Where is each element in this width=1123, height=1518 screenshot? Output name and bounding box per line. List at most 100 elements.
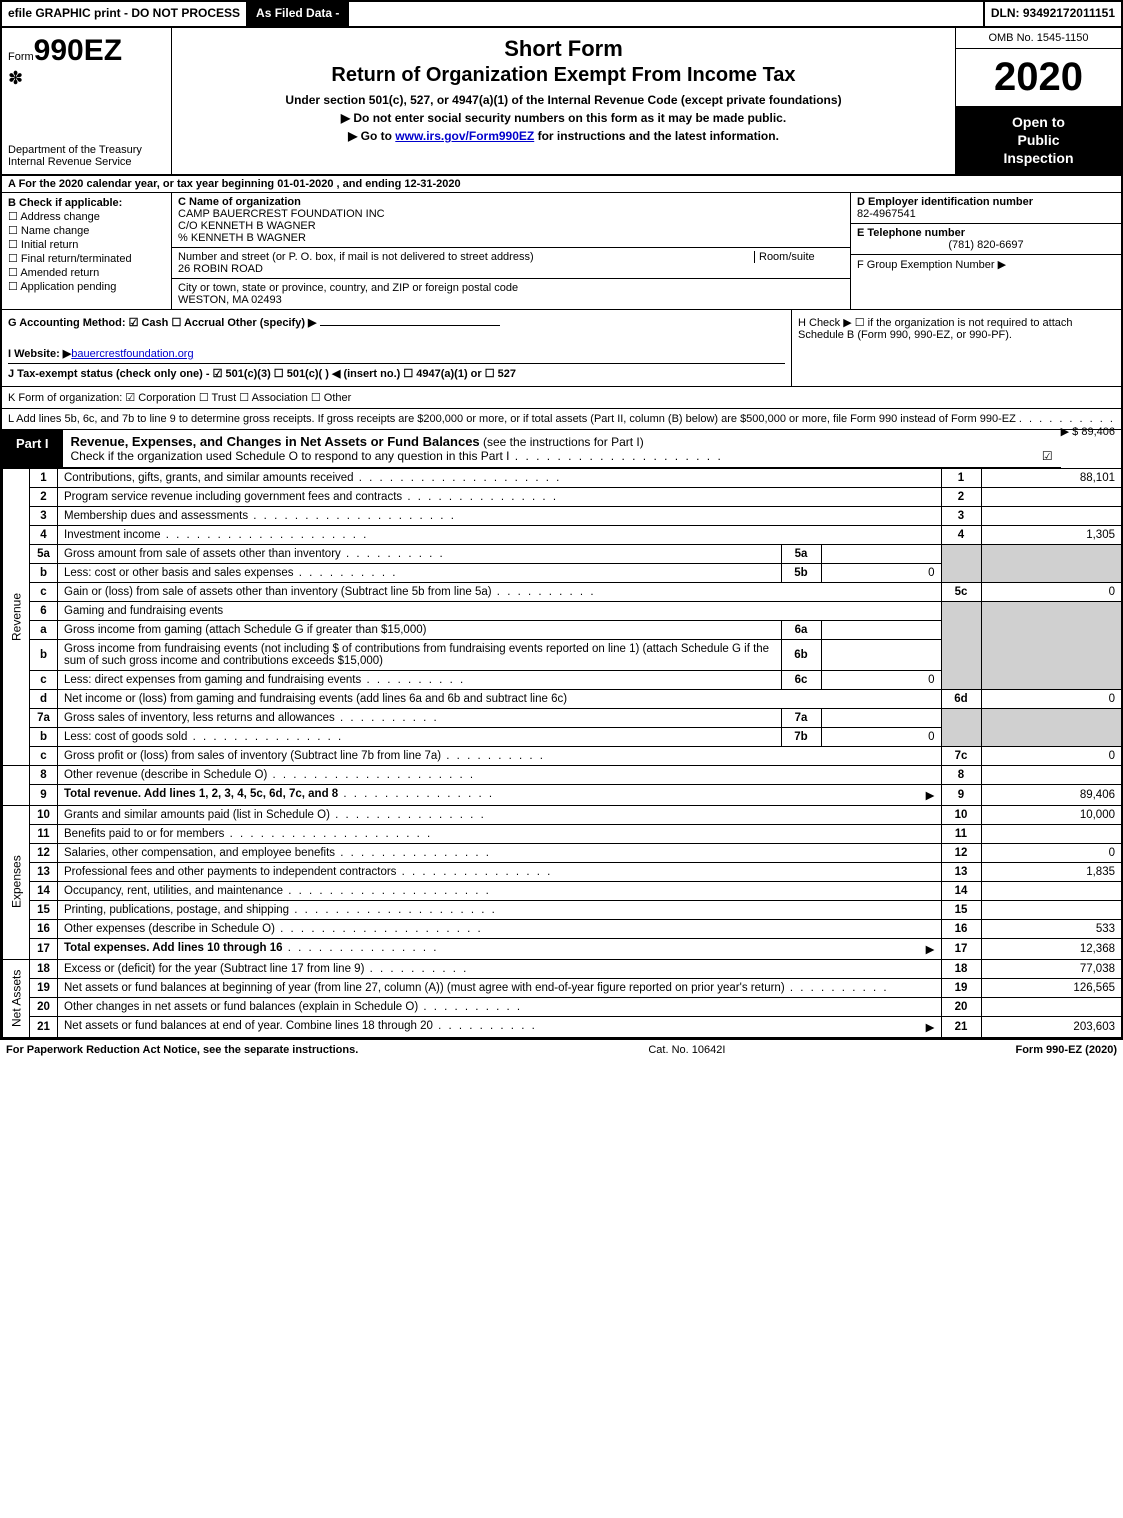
cell-ein: D Employer identification number 82-4967… <box>851 193 1121 224</box>
open-public-badge: Open to Public Inspection <box>956 107 1121 174</box>
row-3: 3 Membership dues and assessments 3 <box>3 506 1122 525</box>
open-line3: Inspection <box>960 149 1117 167</box>
part1-check[interactable]: ☑ <box>1042 449 1053 463</box>
footer-right: Form 990-EZ (2020) <box>1015 1044 1117 1056</box>
part1-header: Part I Revenue, Expenses, and Changes in… <box>2 430 1061 468</box>
row-12: 12 Salaries, other compensation, and emp… <box>3 843 1122 862</box>
irs-label: Internal Revenue Service <box>8 156 165 168</box>
financial-table: Revenue 1 Contributions, gifts, grants, … <box>2 468 1121 1038</box>
cell-org-name: C Name of organization CAMP BAUERCREST F… <box>172 193 850 248</box>
g-accounting: G Accounting Method: ☑ Cash ☐ Accrual Ot… <box>8 317 317 329</box>
row-13: 13 Professional fees and other payments … <box>3 862 1122 881</box>
cell-group-exemption: F Group Exemption Number ▶ <box>851 255 1121 274</box>
check-address-change[interactable]: ☐ Address change <box>8 210 165 223</box>
b-title: B Check if applicable: <box>8 197 165 209</box>
row-21: 21 Net assets or fund balances at end of… <box>3 1016 1122 1037</box>
side-expenses: Expenses <box>3 805 30 959</box>
org-name-3: % KENNETH B WAGNER <box>178 232 844 244</box>
subtitle-goto: ▶ Go to www.irs.gov/Form990EZ for instru… <box>184 129 943 143</box>
city-label: City or town, state or province, country… <box>178 282 844 294</box>
part1-dots <box>509 449 722 463</box>
row-6: 6 Gaming and fundraising events <box>3 601 1122 620</box>
irs-link[interactable]: www.irs.gov/Form990EZ <box>395 129 534 143</box>
form-number: 990EZ <box>34 34 122 67</box>
cell-city: City or town, state or province, country… <box>172 279 850 309</box>
check-name-change[interactable]: ☐ Name change <box>8 224 165 237</box>
side-netassets: Net Assets <box>3 959 30 1037</box>
check-final-return[interactable]: ☐ Final return/terminated <box>8 252 165 265</box>
header-center: Short Form Return of Organization Exempt… <box>172 28 956 174</box>
column-d-right: D Employer identification number 82-4967… <box>851 193 1121 309</box>
open-line2: Public <box>960 131 1117 149</box>
footer-mid: Cat. No. 10642I <box>648 1044 725 1056</box>
title-short-form: Short Form <box>184 36 943 62</box>
form-header: Form990EZ ✽ Department of the Treasury I… <box>2 28 1121 176</box>
check-initial-return[interactable]: ☐ Initial return <box>8 238 165 251</box>
row-k: K Form of organization: ☑ Corporation ☐ … <box>2 387 1121 409</box>
org-name-1: CAMP BAUERCREST FOUNDATION INC <box>178 208 844 220</box>
website-link[interactable]: bauercrestfoundation.org <box>71 348 193 360</box>
gh-left: G Accounting Method: ☑ Cash ☐ Accrual Ot… <box>2 310 791 386</box>
title-return: Return of Organization Exempt From Incom… <box>184 64 943 87</box>
row-l-text: L Add lines 5b, 6c, and 7b to line 9 to … <box>8 413 1016 425</box>
topbar-left: efile GRAPHIC print - DO NOT PROCESS <box>2 2 248 26</box>
part1-title-paren: (see the instructions for Part I) <box>480 435 644 449</box>
tax-year: 2020 <box>956 49 1121 107</box>
addr-label: Number and street (or P. O. box, if mail… <box>178 251 754 263</box>
topbar: efile GRAPHIC print - DO NOT PROCESS As … <box>2 2 1121 28</box>
gh-block: G Accounting Method: ☑ Cash ☐ Accrual Ot… <box>2 310 1121 387</box>
footer-left: For Paperwork Reduction Act Notice, see … <box>6 1044 358 1056</box>
row-20: 20 Other changes in net assets or fund b… <box>3 997 1122 1016</box>
part1-title-bold: Revenue, Expenses, and Changes in Net As… <box>71 434 480 449</box>
row-14: 14 Occupancy, rent, utilities, and maint… <box>3 881 1122 900</box>
row-l: L Add lines 5b, 6c, and 7b to line 9 to … <box>2 409 1121 430</box>
part1-badge: Part I <box>2 430 63 467</box>
goto-pre: ▶ Go to <box>348 129 395 143</box>
e-label: E Telephone number <box>857 227 1115 239</box>
city-value: WESTON, MA 02493 <box>178 294 844 306</box>
topbar-dln: DLN: 93492172011151 <box>983 2 1121 26</box>
row-18: Net Assets 18 Excess or (deficit) for th… <box>3 959 1122 978</box>
d-label: D Employer identification number <box>857 196 1115 208</box>
row-11: 11 Benefits paid to or for members 11 <box>3 824 1122 843</box>
row-8: 8 Other revenue (describe in Schedule O)… <box>3 765 1122 784</box>
row-19: 19 Net assets or fund balances at beginn… <box>3 978 1122 997</box>
check-amended-return[interactable]: ☐ Amended return <box>8 266 165 279</box>
part1-sub: Check if the organization used Schedule … <box>71 449 510 463</box>
row-l-amount: ▶ $ 89,406 <box>1061 425 1115 438</box>
street-address: 26 ROBIN ROAD <box>178 263 844 275</box>
header-left: Form990EZ ✽ Department of the Treasury I… <box>2 28 172 174</box>
footer: For Paperwork Reduction Act Notice, see … <box>0 1040 1123 1060</box>
dept-treasury: Department of the Treasury <box>8 144 165 156</box>
ein-value: 82-4967541 <box>857 208 1115 220</box>
row-9: 9 Total revenue. Add lines 1, 2, 3, 4, 5… <box>3 784 1122 805</box>
phone-value: (781) 820-6697 <box>857 239 1115 251</box>
j-tax-exempt: J Tax-exempt status (check only one) - ☑… <box>8 368 516 380</box>
row-4: 4 Investment income 4 1,305 <box>3 525 1122 544</box>
omb-number: OMB No. 1545-1150 <box>956 28 1121 49</box>
org-name-2: C/O KENNETH B WAGNER <box>178 220 844 232</box>
part1-title: Revenue, Expenses, and Changes in Net As… <box>63 430 1061 467</box>
open-line1: Open to <box>960 113 1117 131</box>
goto-post: for instructions and the latest informat… <box>534 129 779 143</box>
row-15: 15 Printing, publications, postage, and … <box>3 900 1122 919</box>
gh-right: H Check ▶ ☐ if the organization is not r… <box>791 310 1121 386</box>
row-10: Expenses 10 Grants and similar amounts p… <box>3 805 1122 824</box>
row-a-calendar-year: A For the 2020 calendar year, or tax yea… <box>2 176 1121 193</box>
c-label: C Name of organization <box>178 196 844 208</box>
eagle-icon: ✽ <box>8 68 165 89</box>
f-label: F Group Exemption Number ▶ <box>857 258 1115 271</box>
cell-address: Number and street (or P. O. box, if mail… <box>172 248 850 279</box>
row-7a: 7a Gross sales of inventory, less return… <box>3 708 1122 727</box>
subtitle-section: Under section 501(c), 527, or 4947(a)(1)… <box>184 93 943 107</box>
column-b-checks: B Check if applicable: ☐ Address change … <box>2 193 172 309</box>
row-1: Revenue 1 Contributions, gifts, grants, … <box>3 468 1122 487</box>
side-revenue: Revenue <box>3 468 30 765</box>
row-17: 17 Total expenses. Add lines 10 through … <box>3 938 1122 959</box>
i-website-label: I Website: ▶ <box>8 348 71 360</box>
form-page: efile GRAPHIC print - DO NOT PROCESS As … <box>0 0 1123 1040</box>
room-label: Room/suite <box>754 251 844 263</box>
org-info-block: B Check if applicable: ☐ Address change … <box>2 193 1121 310</box>
header-right: OMB No. 1545-1150 2020 Open to Public In… <box>956 28 1121 174</box>
check-application-pending[interactable]: ☐ Application pending <box>8 280 165 293</box>
